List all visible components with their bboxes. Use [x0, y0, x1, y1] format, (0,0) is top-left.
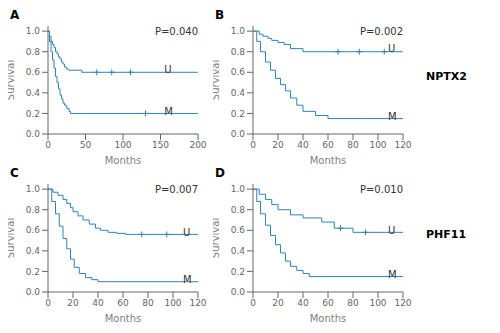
svg-text:60: 60: [117, 298, 129, 308]
svg-text:40: 40: [297, 298, 309, 308]
svg-text:Months: Months: [310, 313, 347, 322]
svg-text:20: 20: [272, 298, 284, 308]
svg-text:60: 60: [322, 140, 334, 150]
svg-text:80: 80: [142, 298, 154, 308]
svg-text:U: U: [388, 43, 395, 54]
svg-text:0: 0: [45, 140, 51, 150]
svg-text:Survival: Survival: [8, 218, 16, 258]
svg-text:0: 0: [250, 140, 256, 150]
svg-text:M: M: [388, 269, 397, 280]
svg-text:0.0: 0.0: [26, 287, 41, 297]
svg-text:0.0: 0.0: [231, 129, 246, 139]
svg-text:0: 0: [45, 298, 51, 308]
html-text:NPTX2: NPTX2: [426, 70, 467, 83]
html-text:A: A: [10, 8, 20, 22]
svg-text:40: 40: [297, 140, 309, 150]
svg-text:50: 50: [80, 140, 92, 150]
svg-text:0.2: 0.2: [26, 109, 40, 119]
svg-text:P=0.002: P=0.002: [360, 26, 403, 37]
svg-text:0.2: 0.2: [231, 109, 245, 119]
svg-text:0.2: 0.2: [26, 267, 40, 277]
svg-text:1.0: 1.0: [231, 184, 246, 194]
svg-text:1.0: 1.0: [26, 26, 41, 36]
svg-text:Survival: Survival: [8, 60, 16, 100]
svg-text:0.2: 0.2: [231, 267, 245, 277]
svg-text:P=0.007: P=0.007: [155, 184, 198, 195]
svg-text:0.4: 0.4: [231, 246, 246, 256]
svg-text:20: 20: [67, 298, 79, 308]
svg-text:20: 20: [272, 140, 284, 150]
svg-text:0.8: 0.8: [231, 205, 246, 215]
svg-text:Months: Months: [310, 155, 347, 164]
svg-text:0.0: 0.0: [231, 287, 246, 297]
svg-text:0.6: 0.6: [26, 67, 41, 77]
svg-text:120: 120: [394, 298, 411, 308]
svg-text:Months: Months: [105, 155, 142, 164]
svg-text:100: 100: [164, 298, 181, 308]
svg-text:0.0: 0.0: [26, 129, 41, 139]
svg-text:1.0: 1.0: [26, 184, 41, 194]
svg-text:M: M: [183, 274, 192, 285]
html-text:B: B: [215, 8, 225, 22]
svg-text:Months: Months: [105, 313, 142, 322]
svg-text:0.6: 0.6: [26, 225, 41, 235]
html-text:D: D: [215, 166, 225, 180]
svg-text:Survival: Survival: [213, 60, 221, 100]
svg-text:100: 100: [369, 298, 386, 308]
svg-text:0.8: 0.8: [26, 205, 41, 215]
svg-text:60: 60: [322, 298, 334, 308]
svg-text:0.4: 0.4: [26, 88, 41, 98]
html-text:C: C: [10, 166, 19, 180]
svg-text:P=0.010: P=0.010: [360, 184, 403, 195]
svg-text:80: 80: [347, 298, 359, 308]
svg-text:150: 150: [152, 140, 169, 150]
svg-text:80: 80: [347, 140, 359, 150]
html-text:PHF11: PHF11: [426, 228, 467, 241]
svg-text:0.6: 0.6: [231, 67, 246, 77]
svg-text:0.4: 0.4: [231, 88, 246, 98]
svg-text:120: 120: [189, 298, 206, 308]
svg-text:M: M: [164, 106, 173, 117]
svg-text:1.0: 1.0: [231, 26, 246, 36]
svg-text:0.8: 0.8: [231, 47, 246, 57]
svg-text:U: U: [164, 64, 171, 75]
svg-text:40: 40: [92, 298, 104, 308]
svg-text:120: 120: [394, 140, 411, 150]
svg-text:U: U: [388, 225, 395, 236]
svg-text:Survival: Survival: [213, 218, 221, 258]
svg-text:U: U: [183, 227, 190, 238]
svg-text:200: 200: [189, 140, 206, 150]
svg-text:100: 100: [114, 140, 131, 150]
svg-text:P=0.040: P=0.040: [155, 26, 198, 37]
svg-text:0.6: 0.6: [231, 225, 246, 235]
svg-text:0.8: 0.8: [26, 47, 41, 57]
svg-text:100: 100: [369, 140, 386, 150]
svg-text:0: 0: [250, 298, 256, 308]
svg-text:0.4: 0.4: [26, 246, 41, 256]
svg-text:M: M: [388, 111, 397, 122]
